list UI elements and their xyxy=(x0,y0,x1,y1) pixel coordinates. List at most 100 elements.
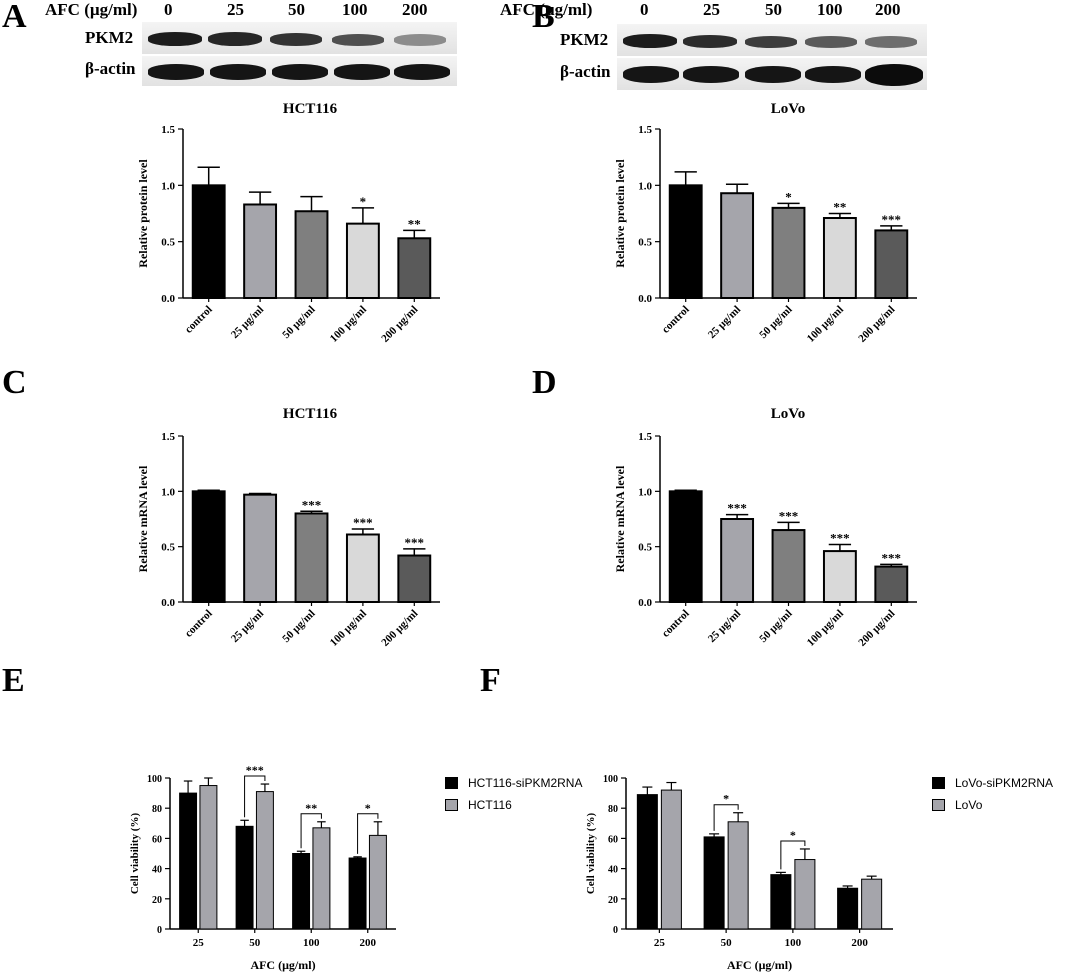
x-tick-label: 25 μg/ml xyxy=(706,608,743,645)
y-tick-label: 0.0 xyxy=(161,597,175,609)
y-tick-label: 100 xyxy=(603,774,618,785)
bar xyxy=(770,874,792,930)
x-tick-label: 200 xyxy=(851,937,868,949)
bar xyxy=(822,217,857,299)
bar xyxy=(837,887,859,930)
conc-25-b: 25 xyxy=(703,0,720,19)
x-tick-label: 100 μg/ml xyxy=(805,608,846,649)
bar xyxy=(771,529,806,603)
bar xyxy=(345,222,380,299)
x-axis-label: AFC (μg/ml) xyxy=(250,958,315,972)
significance-marker: ** xyxy=(305,801,317,815)
bar xyxy=(861,878,883,930)
bar xyxy=(397,554,432,604)
significance-marker: *** xyxy=(405,535,425,550)
x-tick-label: 25 μg/ml xyxy=(229,608,266,645)
legend-label: HCT116 xyxy=(468,798,512,812)
y-axis-label: Cell viability (%) xyxy=(585,813,597,895)
bar xyxy=(668,490,703,604)
y-axis-label: Relative mRNA level xyxy=(136,465,150,572)
bar xyxy=(345,533,380,604)
y-tick-label: 20 xyxy=(608,895,618,906)
significance-bracket xyxy=(780,840,806,870)
y-tick-label: 0 xyxy=(613,925,618,936)
x-tick-label: 50 xyxy=(249,937,261,949)
y-tick-label: 0.5 xyxy=(161,542,175,554)
bar xyxy=(191,490,226,604)
bar xyxy=(368,834,387,930)
legend-label: LoVo-siPKM2RNA xyxy=(955,776,1054,790)
bar xyxy=(255,791,274,930)
significance-marker: *** xyxy=(882,212,902,227)
y-tick-label: 0.5 xyxy=(638,237,652,249)
y-tick-label: 20 xyxy=(152,895,162,906)
x-tick-label: 50 μg/ml xyxy=(757,304,794,341)
panel-label-d: D xyxy=(532,364,557,401)
bar xyxy=(874,565,909,604)
bar xyxy=(243,203,278,299)
legend-swatch-black xyxy=(445,777,458,789)
row-pkm2: PKM2 xyxy=(85,28,134,47)
conc-50: 50 xyxy=(288,0,305,19)
bar xyxy=(294,210,329,300)
x-tick-label: 100 xyxy=(303,937,320,949)
legend-swatch-grey xyxy=(932,799,945,811)
x-tick-label: 100 xyxy=(785,937,802,949)
y-tick-label: 100 xyxy=(147,774,162,785)
y-tick-label: 1.0 xyxy=(161,486,175,498)
bar xyxy=(294,512,329,604)
panel-label-f: F xyxy=(480,662,501,699)
x-tick-label: control xyxy=(660,304,692,336)
y-tick-label: 1.5 xyxy=(638,431,652,443)
legend-item-sirna-e: HCT116-siPKM2RNA xyxy=(445,772,582,794)
significance-marker: * xyxy=(360,194,367,209)
y-tick-label: 0 xyxy=(157,925,162,936)
row-actin-b: β-actin xyxy=(560,62,611,81)
blot-strip-pkm2 xyxy=(142,22,457,54)
bar xyxy=(874,229,909,299)
bar xyxy=(292,853,311,930)
y-tick-label: 1.0 xyxy=(638,486,652,498)
x-tick-label: 50 μg/ml xyxy=(757,608,794,645)
significance-marker: *** xyxy=(830,530,850,545)
x-tick-label: 25 μg/ml xyxy=(229,304,266,341)
conc-0: 0 xyxy=(164,0,173,19)
significance-marker: *** xyxy=(882,550,902,565)
x-tick-label: 25 xyxy=(654,937,666,949)
legend-label: HCT116-siPKM2RNA xyxy=(468,776,583,790)
y-tick-label: 80 xyxy=(152,804,162,815)
conc-50-b: 50 xyxy=(765,0,782,19)
bar xyxy=(660,789,682,930)
significance-marker: *** xyxy=(302,497,322,512)
x-tick-label: 25 xyxy=(193,937,205,949)
y-tick-label: 1.5 xyxy=(161,431,175,443)
x-tick-label: 200 μg/ml xyxy=(379,608,420,649)
row-actin: β-actin xyxy=(85,59,136,78)
y-tick-label: 0.5 xyxy=(161,237,175,249)
bar xyxy=(235,825,254,930)
y-axis-label: Cell viability (%) xyxy=(129,813,141,895)
bar xyxy=(179,792,198,930)
bar xyxy=(397,237,432,299)
significance-marker: ** xyxy=(408,216,421,231)
x-tick-label: 50 μg/ml xyxy=(280,608,317,645)
y-tick-label: 1.0 xyxy=(161,180,175,192)
y-tick-label: 40 xyxy=(608,865,618,876)
y-axis-label: Relative protein level xyxy=(613,159,627,268)
x-tick-label: 100 μg/ml xyxy=(328,304,369,345)
conc-0-b: 0 xyxy=(640,0,649,19)
conc-200-b: 200 xyxy=(875,0,901,19)
chart-title-b: LoVo xyxy=(771,101,805,117)
legend-swatch-black xyxy=(932,777,945,789)
significance-marker: * xyxy=(790,828,796,842)
y-tick-label: 0.5 xyxy=(638,542,652,554)
bar xyxy=(243,493,278,603)
significance-bracket xyxy=(357,813,379,854)
x-tick-label: 50 μg/ml xyxy=(280,304,317,341)
x-tick-label: 200 μg/ml xyxy=(856,304,897,345)
significance-marker: *** xyxy=(727,501,747,516)
y-tick-label: 0.0 xyxy=(161,293,175,305)
bar xyxy=(668,184,703,299)
afc-label-b: AFC (µg/ml) xyxy=(500,0,593,19)
